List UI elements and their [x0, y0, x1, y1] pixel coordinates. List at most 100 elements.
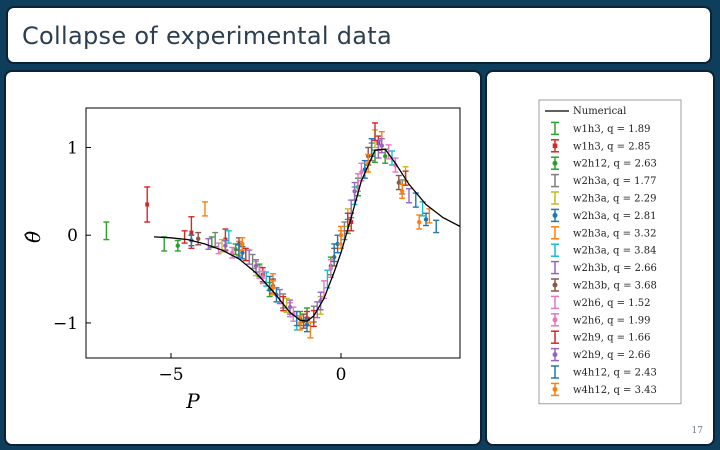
marker [383, 154, 388, 159]
legend-entry: w2h3a, q = 1.77 [551, 173, 656, 188]
data-point [246, 249, 253, 265]
data-point [202, 201, 208, 217]
marker [423, 217, 429, 222]
series-12 [181, 122, 409, 328]
legend-label: w2h9, q = 2.66 [573, 350, 651, 361]
data-point [317, 291, 324, 311]
marker [230, 250, 235, 255]
marker [175, 243, 180, 248]
series-2 [174, 148, 389, 327]
marker [417, 219, 422, 225]
legend-entry: w2h3a, q = 2.81 [551, 208, 656, 223]
legend-entry-numerical: Numerical [545, 106, 626, 117]
legend-entry: w4h12, q = 3.43 [551, 382, 657, 397]
series-11 [229, 157, 399, 322]
marker [240, 241, 245, 247]
scatter-plot: −5 0 1 0 −1 Pθ̂ [21, 107, 461, 413]
data-point [293, 310, 300, 327]
legend-entry: w2h3a, q = 3.84 [551, 243, 656, 257]
series-14 [236, 138, 440, 327]
data-point [334, 234, 341, 254]
data-point [416, 214, 423, 230]
data-point [331, 243, 338, 263]
legend-label: w2h3a, q = 3.84 [573, 246, 656, 257]
data-point [46, 209, 52, 230]
marker [338, 232, 344, 238]
legend-label: w2h6, q = 1.52 [573, 298, 651, 309]
y-tick-label: 0 [67, 226, 78, 246]
marker [240, 250, 245, 255]
legend-entry: w4h12, q = 2.43 [551, 365, 657, 379]
data-point [276, 288, 283, 305]
data-point [242, 247, 249, 262]
data-point [321, 280, 327, 300]
x-axis-label: P [185, 389, 200, 413]
legend-frame [538, 99, 682, 405]
series-7 [225, 150, 426, 331]
marker [352, 189, 357, 194]
data-point [239, 237, 246, 251]
legend-marker [552, 212, 558, 218]
data-point [297, 315, 304, 331]
marker [196, 236, 201, 241]
legend-entry: w2h3b, q = 3.68 [551, 278, 657, 292]
series-0 [46, 149, 378, 321]
legend-entry: w2h12, q = 2.63 [551, 156, 657, 170]
legend-label: Numerical [573, 106, 626, 117]
marker [145, 202, 150, 207]
plot-frame [85, 107, 461, 359]
legend-label: w1h3, q = 1.89 [573, 124, 651, 135]
series-3 [212, 142, 406, 323]
data-point [103, 221, 110, 241]
legend-entry: w2h3a, q = 2.29 [551, 191, 656, 205]
legend-label: w4h12, q = 2.43 [573, 368, 657, 379]
legend-entry: w2h3b, q = 2.66 [551, 260, 657, 275]
legend-entry: w2h6, q = 1.52 [551, 295, 651, 310]
marker [400, 189, 405, 194]
legend-marker [552, 160, 558, 166]
marker [349, 220, 354, 225]
data-point [174, 239, 181, 252]
legend-label: w2h3a, q = 2.81 [573, 211, 656, 222]
data-point [338, 225, 344, 245]
legend-label: w2h6, q = 1.99 [573, 315, 651, 326]
slide-title: Collapse of experimental data [22, 22, 392, 50]
data-point [304, 316, 310, 333]
data-point [433, 219, 440, 234]
marker [328, 266, 333, 271]
data-point [310, 309, 317, 328]
legend-label: w2h3b, q = 2.66 [573, 263, 657, 274]
x-tick-label: −5 [158, 365, 183, 385]
marker [335, 241, 340, 247]
x-tick-label: 0 [336, 365, 347, 385]
page-number: 17 [691, 426, 703, 436]
chart-legend: Numerical w1h3, q = 1.89 w1h3, q = 2.85 w2h… [538, 99, 682, 405]
title-bar: Collapse of experimental data [6, 6, 712, 64]
data-point [378, 138, 385, 154]
marker [287, 304, 293, 310]
data-point [270, 280, 276, 296]
legend-label: w1h3, q = 2.85 [573, 141, 651, 152]
data-point [395, 174, 402, 191]
data-point [144, 186, 151, 223]
marker [253, 263, 259, 269]
data-point [327, 259, 334, 278]
y-tick-label: 1 [67, 138, 78, 158]
legend-marker [552, 282, 558, 288]
data-point [229, 246, 236, 259]
legend-entry: w2h6, q = 1.99 [551, 313, 651, 327]
marker [359, 169, 364, 175]
legend-entry: w2h9, q = 1.66 [551, 330, 651, 344]
marker [223, 243, 228, 248]
legend-label: w2h12, q = 2.63 [573, 159, 657, 170]
legend-entry: w2h3a, q = 3.32 [551, 226, 656, 240]
data-point [181, 230, 188, 244]
numerical-curve [153, 148, 460, 322]
series-8 [205, 139, 412, 319]
data-point [307, 321, 314, 339]
legend-entry: w1h3, q = 2.85 [551, 139, 651, 153]
y-axis-label: θ̂ [21, 231, 45, 243]
legend-marker [552, 317, 558, 323]
marker [189, 230, 194, 235]
